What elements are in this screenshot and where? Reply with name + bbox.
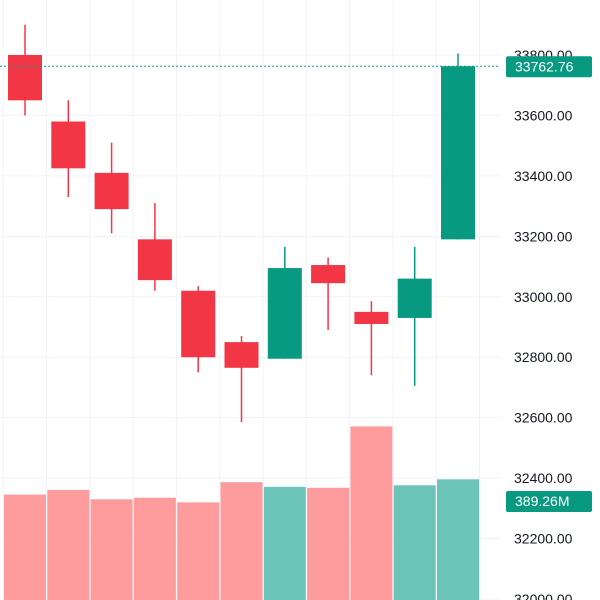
candle[interactable] <box>137 203 172 291</box>
candle[interactable] <box>311 257 346 331</box>
candle-body <box>441 66 475 240</box>
candle[interactable] <box>8 24 42 116</box>
y-tick-label: 33600.00 <box>514 107 573 123</box>
last-volume-badge: 389.26M <box>506 491 592 512</box>
volume-bar <box>350 426 393 600</box>
candle[interactable] <box>397 246 432 386</box>
last-price-label: 33762.76 <box>515 58 574 74</box>
volume-bar <box>220 482 263 600</box>
volume-bar <box>90 499 133 600</box>
candle[interactable] <box>181 286 216 373</box>
volume-bar <box>4 494 46 600</box>
candle-body <box>311 265 346 284</box>
volume-bars <box>4 426 479 600</box>
candle-body <box>397 278 432 318</box>
volume-bar <box>133 497 176 600</box>
candle-body <box>354 311 389 324</box>
candle[interactable] <box>354 301 389 376</box>
y-tick-label: 33200.00 <box>514 228 573 244</box>
volume-bar <box>47 489 90 600</box>
candle-body <box>8 55 42 101</box>
candles <box>8 24 475 423</box>
volume-bar <box>393 485 436 600</box>
axis-badges: 33762.76 389.26M <box>506 56 592 512</box>
candle[interactable] <box>224 336 259 423</box>
candle-body <box>137 239 172 281</box>
candle-body <box>181 290 216 358</box>
candle[interactable] <box>51 100 86 198</box>
grid <box>0 0 500 600</box>
y-tick-label: 32800.00 <box>514 349 573 365</box>
y-tick-label: 33400.00 <box>514 168 573 184</box>
volume-bar <box>177 502 220 600</box>
candle[interactable] <box>441 53 475 240</box>
last-price-badge: 33762.76 <box>506 56 592 78</box>
candle-body <box>267 268 302 359</box>
y-tick-label: 32000.00 <box>514 591 573 600</box>
y-tick-label: 32200.00 <box>514 531 573 547</box>
volume-bar <box>307 487 350 600</box>
y-tick-label: 33000.00 <box>514 289 573 305</box>
y-tick-label: 32400.00 <box>514 470 573 486</box>
candle[interactable] <box>94 142 129 234</box>
candle-body <box>224 342 259 368</box>
last-volume-label: 389.26M <box>515 493 569 509</box>
candle[interactable] <box>267 246 302 359</box>
candle-body <box>51 121 86 169</box>
candle-body <box>94 172 129 210</box>
y-tick-label: 32600.00 <box>514 410 573 426</box>
volume-bar <box>437 479 479 600</box>
volume-bar <box>263 486 306 600</box>
